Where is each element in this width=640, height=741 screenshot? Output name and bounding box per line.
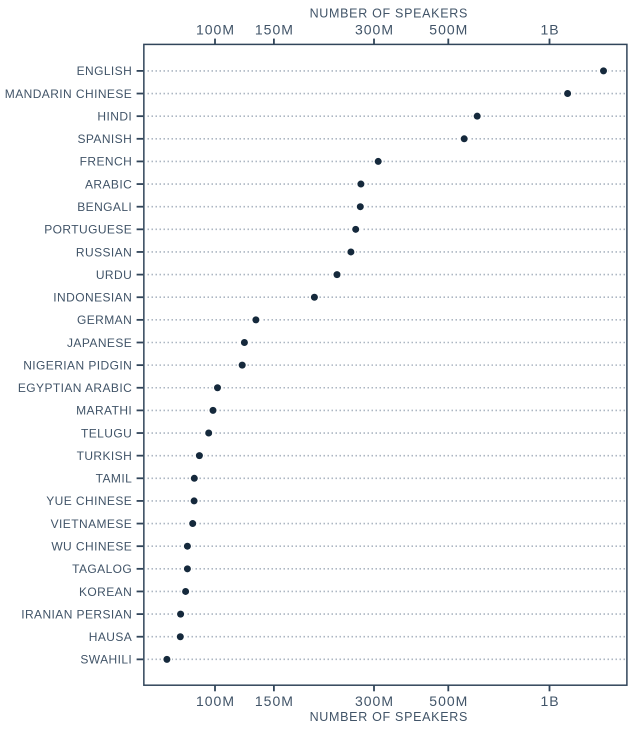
svg-text:PORTUGUESE: PORTUGUESE — [44, 223, 132, 237]
svg-text:MARATHI: MARATHI — [76, 404, 132, 418]
svg-text:ARABIC: ARABIC — [85, 177, 132, 191]
svg-text:SWAHILI: SWAHILI — [80, 653, 132, 667]
svg-text:TAMIL: TAMIL — [96, 472, 133, 486]
svg-text:EGYPTIAN ARABIC: EGYPTIAN ARABIC — [18, 381, 132, 395]
svg-text:500M: 500M — [429, 22, 468, 38]
svg-text:JAPANESE: JAPANESE — [67, 336, 132, 350]
svg-text:IRANIAN PERSIAN: IRANIAN PERSIAN — [21, 607, 132, 621]
svg-text:TAGALOG: TAGALOG — [72, 562, 132, 576]
svg-text:URDU: URDU — [96, 268, 132, 282]
svg-text:100M: 100M — [196, 22, 235, 38]
svg-text:SPANISH: SPANISH — [77, 132, 132, 146]
svg-text:YUE CHINESE: YUE CHINESE — [46, 494, 132, 508]
svg-text:500M: 500M — [429, 693, 468, 709]
svg-text:ENGLISH: ENGLISH — [77, 64, 133, 78]
svg-text:300M: 300M — [355, 22, 394, 38]
svg-text:KOREAN: KOREAN — [79, 585, 132, 599]
svg-text:WU CHINESE: WU CHINESE — [51, 539, 132, 553]
svg-text:HINDI: HINDI — [97, 109, 132, 123]
svg-text:INDONESIAN: INDONESIAN — [53, 291, 132, 305]
svg-text:TURKISH: TURKISH — [77, 449, 133, 463]
svg-text:150M: 150M — [255, 693, 294, 709]
svg-text:100M: 100M — [196, 693, 235, 709]
svg-text:BENGALI: BENGALI — [77, 200, 132, 214]
svg-text:RUSSIAN: RUSSIAN — [76, 245, 132, 259]
svg-text:MANDARIN CHINESE: MANDARIN CHINESE — [5, 87, 132, 101]
svg-text:300M: 300M — [355, 693, 394, 709]
svg-text:NUMBER OF SPEAKERS: NUMBER OF SPEAKERS — [310, 710, 468, 724]
svg-text:HAUSA: HAUSA — [89, 630, 132, 644]
svg-text:TELUGU: TELUGU — [81, 426, 132, 440]
svg-text:FRENCH: FRENCH — [80, 155, 133, 169]
svg-text:150M: 150M — [255, 22, 294, 38]
svg-text:1B: 1B — [540, 22, 559, 38]
svg-text:VIETNAMESE: VIETNAMESE — [51, 517, 133, 531]
svg-text:NIGERIAN PIDGIN: NIGERIAN PIDGIN — [23, 358, 132, 372]
svg-text:NUMBER OF SPEAKERS: NUMBER OF SPEAKERS — [310, 6, 468, 20]
svg-text:GERMAN: GERMAN — [77, 313, 132, 327]
svg-text:1B: 1B — [540, 693, 559, 709]
